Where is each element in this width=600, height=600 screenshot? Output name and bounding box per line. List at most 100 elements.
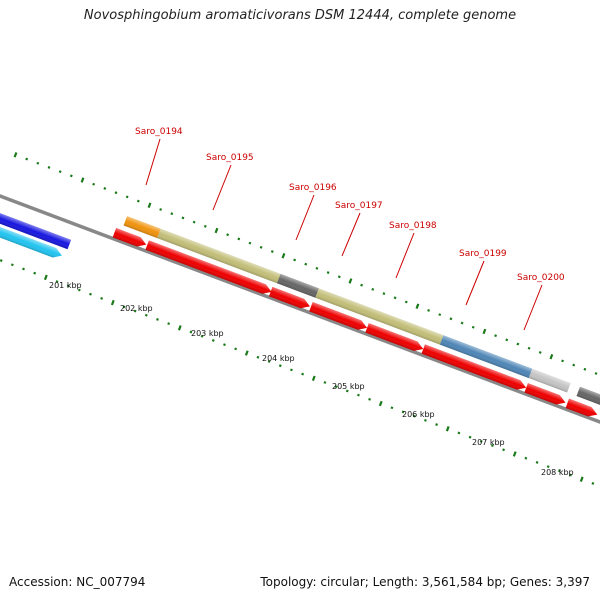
gene-leader-line bbox=[145, 138, 161, 186]
tick-inner bbox=[311, 375, 316, 382]
tick-outer bbox=[427, 308, 431, 312]
tick-outer bbox=[304, 262, 308, 266]
features bbox=[0, 199, 600, 417]
tick-outer bbox=[192, 220, 196, 224]
tick-outer bbox=[371, 287, 375, 291]
tick-inner bbox=[435, 423, 439, 426]
tick-inner bbox=[535, 460, 539, 464]
scale-label: 202 kbp bbox=[120, 304, 153, 313]
tick-outer bbox=[393, 296, 397, 300]
tick-outer bbox=[348, 278, 353, 284]
scale-label: 204 kbp bbox=[262, 354, 295, 363]
cds-arrow bbox=[145, 240, 272, 294]
tick-outer bbox=[281, 253, 286, 259]
gene-leader-line bbox=[465, 260, 485, 306]
tick-outer bbox=[527, 346, 531, 350]
scale-label: 201 kbp bbox=[49, 281, 82, 290]
tick-inner bbox=[0, 259, 3, 262]
tick-inner bbox=[445, 426, 450, 432]
tick-inner bbox=[200, 334, 204, 338]
tick-outer bbox=[259, 245, 263, 249]
tick-inner bbox=[502, 448, 505, 452]
tick-inner bbox=[546, 465, 550, 469]
khaki-feature bbox=[157, 228, 282, 284]
cds-arrow bbox=[365, 323, 424, 351]
tick-inner bbox=[524, 456, 528, 460]
tick-outer bbox=[326, 271, 330, 274]
cds-arrow bbox=[421, 344, 527, 390]
tick-inner bbox=[368, 397, 372, 401]
tick-outer bbox=[270, 250, 274, 253]
scale-label: 206 kbp bbox=[402, 410, 435, 419]
gene-labels: Saro_0194 Saro_0195 Saro_0196 Saro_0197 Saro… bbox=[135, 127, 565, 331]
gene-label: Saro_0195 bbox=[206, 153, 254, 163]
cds-arrow bbox=[565, 398, 598, 417]
map-title: Novosphingobium aromaticivorans DSM 1244… bbox=[83, 8, 517, 23]
gene-label: Saro_0198 bbox=[389, 221, 437, 231]
scale-label: 205 kbp bbox=[332, 382, 365, 391]
tick-inner bbox=[156, 318, 159, 321]
tick-inner bbox=[55, 280, 59, 284]
tick-outer bbox=[181, 216, 185, 220]
tick-inner bbox=[122, 305, 126, 309]
tick-inner bbox=[401, 410, 405, 414]
tick-inner bbox=[133, 309, 137, 313]
tick-outer bbox=[226, 233, 230, 237]
tick-inner bbox=[412, 414, 416, 418]
cds-arrow bbox=[524, 383, 566, 405]
tick-outer bbox=[103, 187, 107, 190]
tick-inner bbox=[290, 368, 293, 372]
gene-leader-line bbox=[395, 232, 415, 279]
scale-label: 208 kbp bbox=[541, 468, 574, 477]
tick-outer bbox=[114, 191, 118, 195]
tick-inner bbox=[144, 313, 148, 317]
tick-inner bbox=[378, 400, 383, 407]
scale-label: 203 kbp bbox=[191, 329, 224, 338]
tick-inner bbox=[189, 330, 193, 334]
tick-outer bbox=[360, 283, 364, 287]
tick-inner bbox=[267, 360, 271, 363]
backbone-line bbox=[0, 194, 600, 424]
tick-marks bbox=[0, 152, 598, 485]
tick-outer bbox=[92, 182, 96, 186]
steelblue-feature bbox=[439, 335, 533, 379]
tick-outer bbox=[594, 372, 598, 375]
tick-inner bbox=[167, 322, 171, 326]
tick-outer bbox=[125, 195, 129, 199]
tick-inner bbox=[66, 284, 70, 288]
tick-outer bbox=[58, 170, 62, 174]
tick-outer bbox=[572, 363, 576, 367]
darkgray-feature bbox=[277, 273, 319, 298]
tick-outer bbox=[494, 334, 497, 338]
accession-label: Accession: NC_007794 bbox=[9, 575, 146, 589]
tick-outer bbox=[36, 161, 40, 165]
tick-outer bbox=[69, 174, 73, 178]
tick-inner bbox=[33, 271, 37, 275]
tick-outer bbox=[538, 351, 542, 354]
gene-leader-line bbox=[295, 194, 315, 241]
cyan-feature bbox=[0, 209, 62, 258]
tick-inner bbox=[10, 263, 14, 267]
tick-inner bbox=[77, 288, 81, 292]
tick-inner bbox=[100, 296, 104, 300]
tick-inner bbox=[211, 339, 215, 342]
tick-inner bbox=[390, 406, 394, 410]
khaki-feature bbox=[315, 288, 444, 345]
tick-inner bbox=[278, 364, 282, 368]
tick-inner bbox=[234, 347, 238, 351]
cds-arrow bbox=[268, 286, 310, 309]
tick-outer bbox=[13, 152, 18, 158]
tick-inner bbox=[110, 299, 115, 306]
tick-outer bbox=[438, 313, 442, 317]
gene-leader-line bbox=[212, 164, 232, 211]
tick-outer bbox=[47, 166, 51, 169]
tick-outer bbox=[80, 177, 85, 183]
tick-inner bbox=[223, 343, 226, 347]
tick-inner bbox=[569, 473, 572, 477]
tick-outer bbox=[293, 258, 297, 262]
gene-label: Saro_0200 bbox=[517, 273, 565, 283]
tick-outer bbox=[159, 208, 163, 211]
tick-outer bbox=[25, 157, 29, 161]
gene-label: Saro_0197 bbox=[335, 201, 383, 211]
